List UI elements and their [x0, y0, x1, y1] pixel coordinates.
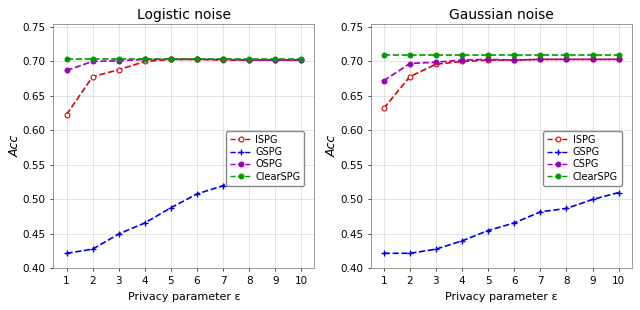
Y-axis label: Acc: Acc [326, 135, 339, 157]
Title: Gaussian noise: Gaussian noise [449, 8, 554, 22]
X-axis label: Privacy parameter ε: Privacy parameter ε [445, 292, 557, 302]
X-axis label: Privacy parameter ε: Privacy parameter ε [127, 292, 240, 302]
Legend: ISPG, GSPG, CSPG, ClearSPG: ISPG, GSPG, CSPG, ClearSPG [543, 131, 621, 186]
Legend: ISPG, GSPG, OSPG, ClearSPG: ISPG, GSPG, OSPG, ClearSPG [226, 131, 305, 186]
Title: Logistic noise: Logistic noise [137, 8, 231, 22]
Y-axis label: Acc: Acc [8, 135, 21, 157]
